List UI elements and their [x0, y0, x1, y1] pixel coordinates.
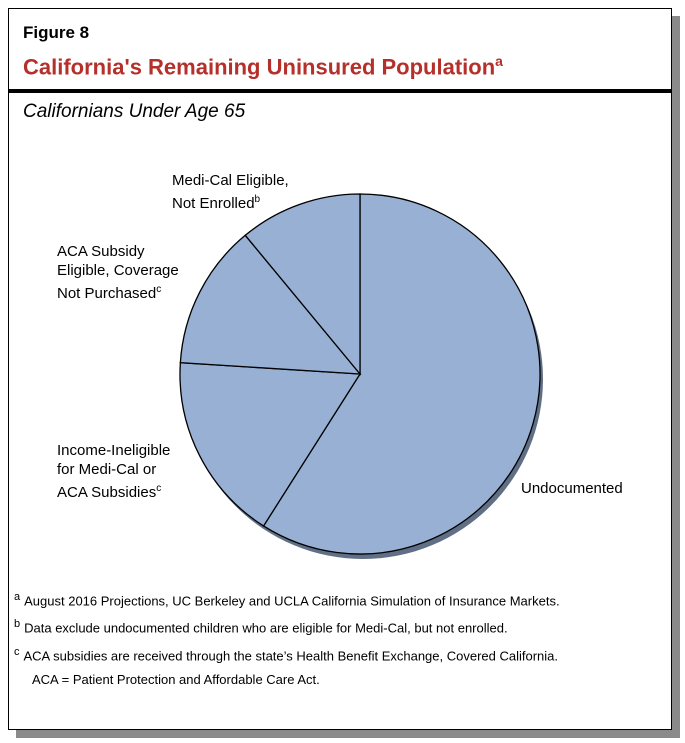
label-income-ineligible: Income-Ineligible for Medi-Cal or ACA Subs…: [57, 442, 171, 501]
pie-slice-2: [179, 234, 362, 375]
pie-slice-3: [244, 193, 361, 376]
label-medi-cal: Medi-Cal Eligible, Not Enrolledb: [172, 172, 289, 212]
footnote-a: a August 2016 Projections, UC Berkeley an…: [14, 591, 560, 609]
footnote-c: c ACA subsidies are received through the …: [14, 645, 559, 663]
label-undocumented: Undocumented: [521, 480, 623, 497]
footnote-aca: ACA = Patient Protection and Affordable …: [32, 671, 320, 687]
footnote-b: b Data exclude undocumented children who …: [14, 618, 508, 636]
footnotes: a August 2016 Projections, UC Berkeley an…: [14, 590, 560, 696]
figure-label: Figure 8: [23, 23, 90, 42]
pie-slice-1: [179, 362, 362, 527]
pie-slice-0: [262, 193, 541, 555]
chart-subtitle: Californians Under Age 65: [23, 101, 246, 122]
chart-title: California's Remaining Uninsured Populat…: [23, 53, 503, 80]
label-aca-subsidy: ACA Subsidy Eligible, Coverage Not Purchas…: [57, 243, 179, 302]
title-footnote: a: [495, 53, 503, 69]
title-text: California's Remaining Uninsured Populat…: [23, 54, 496, 80]
title-rule: [9, 89, 671, 93]
